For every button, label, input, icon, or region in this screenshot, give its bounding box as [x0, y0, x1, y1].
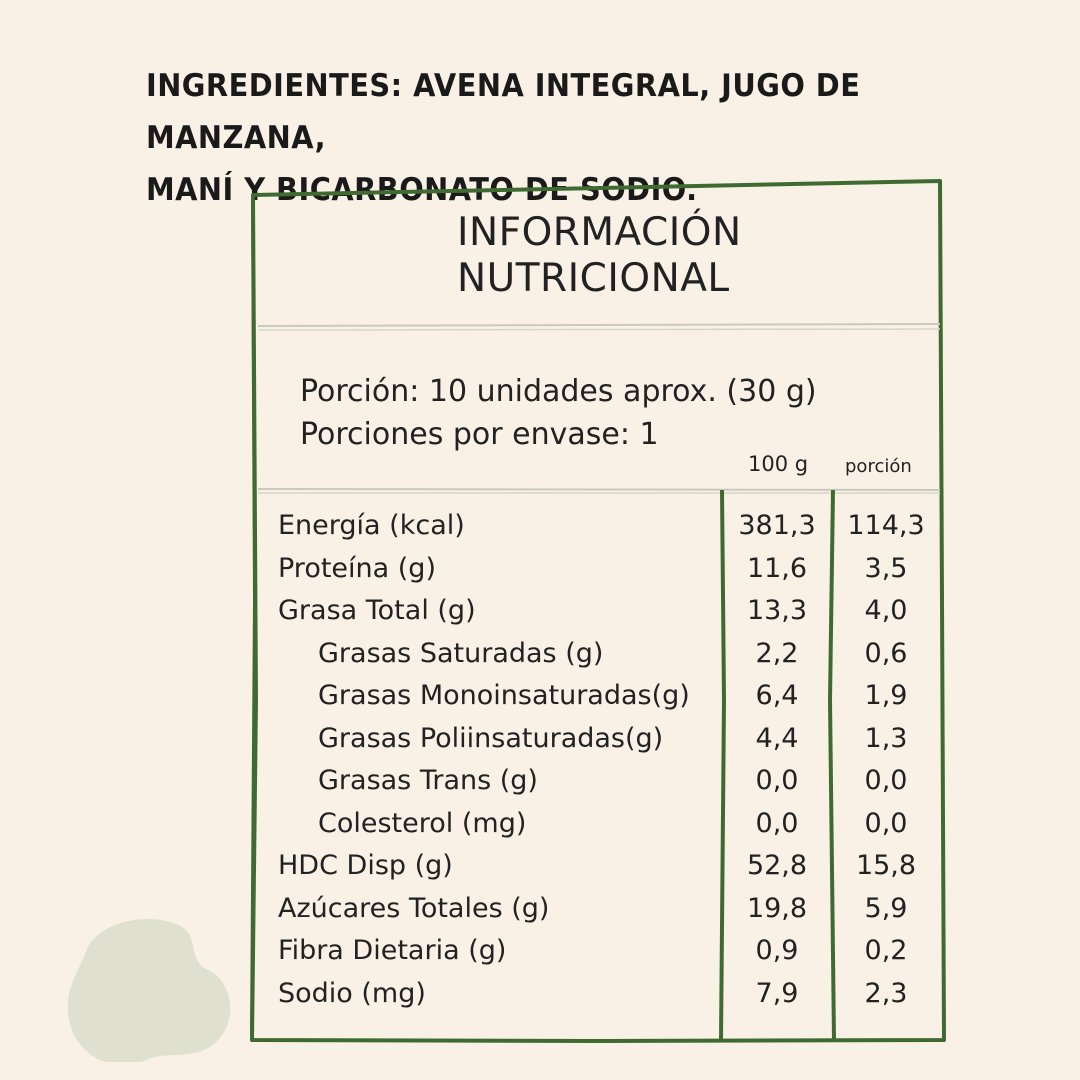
- servings-per-container: Porciones por envase: 1: [300, 417, 659, 452]
- value-portion: 0,0: [864, 807, 908, 839]
- value-100g: 0,9: [755, 935, 799, 966]
- nutrient-row-grasas-poliinsaturadas: Grasas Poliinsaturadas(g) 4,4 1,3: [0, 718, 1080, 761]
- serving-info: Porción: 10 unidades aprox. (30 g) Porci…: [300, 370, 817, 456]
- value-100g: 13,3: [746, 595, 808, 626]
- nutrient-name: Fibra Dietaria (g): [278, 935, 507, 966]
- nutrient-row-hdc-disp: HDC Disp (g) 52,8 15,8: [0, 845, 1080, 888]
- nutrient-row-grasas-saturadas: Grasas Saturadas (g) 2,2 0,6: [0, 633, 1080, 676]
- nutrient-row-proteina: Proteína (g) 11,6 3,5: [0, 548, 1080, 591]
- nutrient-row-grasas-monoinsaturadas: Grasas Monoinsaturadas(g) 6,4 1,9: [0, 675, 1080, 718]
- nutrient-row-colesterol: Colesterol (mg) 0,0 0,0: [0, 803, 1080, 846]
- column-header-portion: porción: [845, 456, 912, 477]
- value-100g: 0,0: [755, 765, 799, 796]
- nutrient-row-sodio: Sodio (mg) 7,9 2,3: [0, 973, 1080, 1016]
- nutrient-name: Azúcares Totales (g): [278, 892, 550, 924]
- value-100g: 4,4: [755, 722, 799, 754]
- nutrient-row-energia: Energía (kcal) 381,3 114,3: [0, 505, 1080, 548]
- nutrient-name: Sodio (mg): [278, 977, 426, 1009]
- value-portion: 5,9: [864, 892, 908, 924]
- nutrient-name: Grasas Monoinsaturadas(g): [318, 680, 690, 711]
- value-portion: 1,9: [864, 680, 908, 711]
- label-title: INFORMACIÓN NUTRICIONAL: [457, 210, 742, 302]
- value-100g: 2,2: [755, 637, 799, 669]
- nutrient-row-fibra-dietaria: Fibra Dietaria (g) 0,9 0,2: [0, 930, 1080, 973]
- value-portion: 0,0: [864, 765, 908, 796]
- nutrient-name: Proteína (g): [278, 552, 436, 584]
- nutrient-name: Colesterol (mg): [318, 807, 527, 839]
- value-100g: 11,6: [746, 552, 808, 584]
- nutrient-row-grasa-total: Grasa Total (g) 13,3 4,0: [0, 590, 1080, 633]
- value-portion: 0,6: [864, 637, 908, 669]
- nutrient-row-grasas-trans: Grasas Trans (g) 0,0 0,0: [0, 760, 1080, 803]
- ingredients-line-1: INGREDIENTES: AVENA INTEGRAL, JUGO DE MA…: [146, 68, 861, 156]
- value-portion: 4,0: [864, 595, 908, 626]
- value-portion: 114,3: [847, 510, 925, 541]
- decorative-blob: [67, 919, 231, 1062]
- nutrient-name: Grasas Saturadas (g): [318, 637, 604, 669]
- value-portion: 3,5: [864, 552, 908, 584]
- serving-size: Porción: 10 unidades aprox. (30 g): [300, 374, 817, 409]
- value-100g: 0,0: [755, 807, 799, 839]
- nutrient-name: Grasa Total (g): [278, 595, 476, 626]
- value-portion: 15,8: [855, 850, 917, 881]
- value-100g: 6,4: [755, 680, 799, 711]
- nutrient-name: Grasas Poliinsaturadas(g): [318, 722, 664, 754]
- value-100g: 381,3: [738, 510, 816, 541]
- nutrient-table: Energía (kcal) 381,3 114,3 Proteína (g) …: [0, 505, 1080, 1015]
- nutrient-name: Energía (kcal): [278, 510, 465, 541]
- column-header-100g: 100 g: [748, 452, 809, 476]
- value-100g: 52,8: [746, 850, 808, 881]
- value-portion: 2,3: [864, 977, 908, 1009]
- title-line-2: NUTRICIONAL: [457, 256, 730, 301]
- nutrient-row-azucares-totales: Azúcares Totales (g) 19,8 5,9: [0, 888, 1080, 931]
- nutrient-name: HDC Disp (g): [278, 850, 453, 881]
- nutrient-name: Grasas Trans (g): [318, 765, 538, 796]
- title-line-1: INFORMACIÓN: [457, 210, 742, 255]
- value-100g: 7,9: [755, 977, 799, 1009]
- value-portion: 0,2: [864, 935, 908, 966]
- ingredients-text: INGREDIENTES: AVENA INTEGRAL, JUGO DE MA…: [146, 60, 964, 216]
- value-portion: 1,3: [864, 722, 908, 754]
- value-100g: 19,8: [746, 892, 808, 924]
